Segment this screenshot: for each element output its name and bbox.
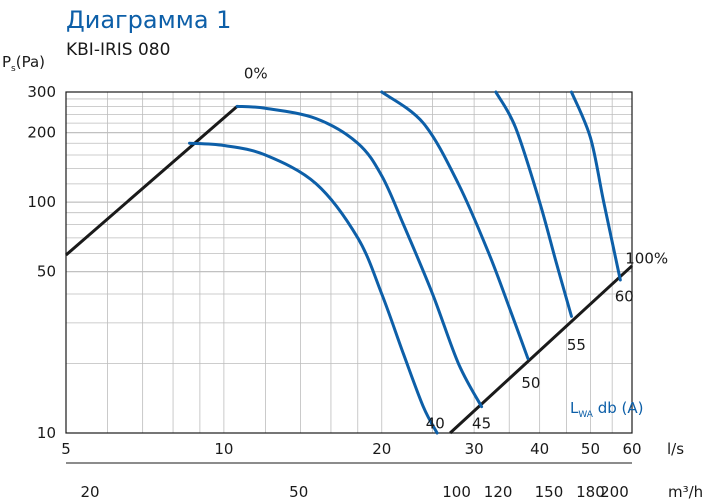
curve-label: 55	[567, 336, 586, 354]
x-tick-label: 5	[61, 440, 71, 458]
secondary-x-tick-label: 200	[600, 483, 629, 501]
fan-curve	[494, 90, 573, 318]
x-tick-label: 60	[622, 440, 641, 458]
x-tick-label: 40	[530, 440, 549, 458]
secondary-x-tick-label: 120	[484, 483, 513, 501]
x-axis-unit: l/s	[667, 440, 684, 458]
secondary-x-axis-unit: m³/h	[668, 483, 703, 501]
series-lines	[65, 90, 634, 435]
chart-subtitle: KBI-IRIS 080	[66, 40, 170, 60]
curve-label: 40	[426, 414, 445, 432]
grid	[65, 91, 633, 464]
secondary-x-tick-label: 100	[442, 483, 471, 501]
x-tick-label: 30	[465, 440, 484, 458]
boundary-line	[65, 105, 239, 257]
legend-label-tail: db (A)	[593, 399, 644, 417]
y-axis-label: Ps(Pa)	[2, 53, 45, 74]
y-axis-label-main: P	[2, 53, 11, 71]
fan-curve	[188, 141, 439, 435]
annotations: 40 45 50 55 60 0% 100%	[244, 65, 668, 433]
curve-label: 0%	[244, 65, 268, 83]
y-axis-label-sub: s	[11, 64, 16, 74]
legend-label-main: L	[570, 399, 579, 417]
fan-curve	[235, 104, 484, 409]
secondary-x-tick-label: 180	[576, 483, 605, 501]
plot-frame	[65, 91, 633, 434]
x-tick-label: 20	[372, 440, 391, 458]
curve-label: 60	[615, 288, 634, 306]
y-tick-label: 100	[27, 193, 56, 211]
y-axis-label-tail: (Pa)	[16, 53, 45, 71]
fan-curve	[569, 90, 622, 282]
x-tick-labels: 5 10 20 30 40 50 60	[61, 440, 641, 458]
y-tick-label: 300	[27, 83, 56, 101]
y-tick-label: 50	[37, 263, 56, 281]
legend-label: LWA db (A)	[570, 399, 643, 420]
chart-title: Диаграмма 1	[66, 6, 231, 34]
curve-label: 100%	[625, 250, 668, 268]
legend-label-sub: WA	[578, 410, 593, 420]
secondary-x-tick-label: 20	[80, 483, 99, 501]
x-tick-label: 10	[214, 440, 233, 458]
curve-label: 50	[521, 374, 540, 392]
fan-curve	[380, 90, 530, 361]
curve-label: 45	[472, 414, 491, 432]
y-tick-label: 10	[37, 424, 56, 442]
secondary-x-tick-label: 50	[289, 483, 308, 501]
x-tick-label: 50	[581, 440, 600, 458]
y-tick-label: 200	[27, 124, 56, 142]
secondary-x-tick-label: 150	[535, 483, 564, 501]
y-tick-labels: 10 50 100 200 300	[27, 83, 56, 442]
